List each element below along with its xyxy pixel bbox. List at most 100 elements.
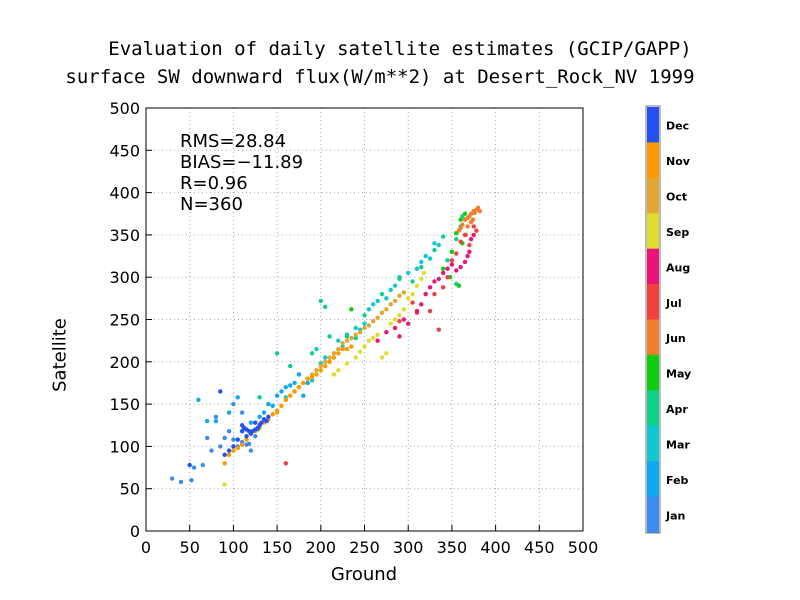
data-point-jan: [213, 414, 219, 419]
data-point-feb: [257, 414, 262, 419]
data-point-feb: [288, 383, 293, 388]
colorbar-swatch-nov: [647, 142, 659, 179]
colorbar-label-jul: Jul: [665, 297, 682, 310]
data-point-nov: [270, 412, 275, 417]
y-tick-label: 400: [109, 184, 140, 203]
data-point-jul: [467, 242, 472, 248]
data-point-apr: [454, 236, 459, 242]
data-point-jan: [239, 410, 245, 415]
data-point-apr: [327, 334, 332, 339]
data-point-nov: [235, 445, 240, 451]
data-point-mar: [353, 325, 358, 331]
x-tick-label: 500: [568, 538, 599, 557]
data-point-jul: [458, 239, 463, 244]
colorbar-label-may: May: [666, 368, 691, 381]
data-point-jun: [475, 205, 481, 211]
data-point-apr: [379, 291, 385, 297]
data-point-apr: [419, 264, 424, 270]
data-point-feb: [226, 410, 232, 415]
colorbar-label-oct: Oct: [666, 191, 687, 204]
data-point-nov: [301, 380, 306, 386]
data-point-may: [449, 249, 455, 255]
data-point-dec: [218, 389, 223, 394]
data-point-feb: [292, 380, 297, 386]
data-point-nov: [283, 397, 289, 403]
data-point-nov: [296, 384, 302, 390]
data-point-jan: [253, 434, 258, 439]
stat-bias: BIAS=−11.89: [180, 152, 304, 173]
data-point-jan: [170, 476, 175, 481]
data-point-oct: [371, 318, 376, 324]
data-point-sep: [379, 355, 385, 360]
data-point-aug: [401, 317, 407, 322]
data-point-sep: [362, 344, 367, 349]
stat-r: R=0.96: [180, 173, 248, 194]
data-point-oct: [357, 329, 363, 335]
data-point-sep: [222, 482, 227, 487]
data-point-nov: [244, 437, 249, 442]
data-point-may: [440, 266, 446, 271]
data-point-jul: [432, 291, 437, 297]
data-point-sep: [414, 283, 420, 288]
data-point-jan: [231, 437, 236, 442]
x-tick-label: 50: [180, 538, 200, 557]
data-point-feb: [261, 410, 267, 415]
data-point-nov: [239, 442, 245, 447]
data-point-feb: [301, 393, 306, 398]
data-point-apr: [309, 351, 315, 356]
data-point-sep: [357, 349, 363, 354]
data-point-nov: [327, 359, 332, 364]
data-point-aug: [468, 236, 474, 242]
data-point-oct: [331, 351, 337, 356]
data-point-nov: [274, 408, 280, 414]
data-point-jul: [471, 224, 476, 229]
stats-panel: RMS=28.84 BIAS=−11.89 R=0.96 N=360: [180, 131, 303, 215]
data-point-apr: [432, 247, 437, 253]
data-point-sep: [392, 317, 398, 322]
colorbar-swatch-jun: [647, 319, 659, 356]
data-point-dec: [264, 418, 269, 424]
colorbar-swatch-aug: [647, 248, 659, 285]
data-point-jan: [248, 448, 254, 453]
data-point-sep: [336, 368, 341, 373]
data-point-oct: [366, 323, 372, 328]
y-tick-label: 500: [109, 99, 140, 118]
data-point-oct: [388, 302, 393, 307]
data-point-jul: [445, 275, 450, 280]
data-point-mar: [375, 298, 380, 304]
data-point-dec: [222, 452, 227, 458]
data-point-dec: [253, 420, 258, 425]
data-point-nov: [231, 448, 236, 453]
data-point-jun: [456, 228, 462, 233]
data-point-jul: [474, 228, 479, 233]
data-point-sep: [384, 351, 389, 356]
data-point-jul: [436, 327, 441, 332]
data-point-sep: [331, 372, 337, 377]
data-point-jul: [454, 251, 459, 256]
data-point-mar: [314, 346, 319, 352]
y-tick-label: 450: [109, 141, 140, 160]
data-point-jun: [477, 209, 483, 214]
data-point-mar: [336, 338, 341, 343]
colorbar-label-jan: Jan: [665, 509, 685, 522]
data-point-sep: [353, 355, 358, 360]
data-point-nov: [340, 346, 345, 352]
y-tick-label: 350: [109, 226, 140, 245]
data-point-aug: [436, 276, 441, 282]
data-point-dec: [187, 462, 192, 468]
data-point-nov: [305, 376, 310, 381]
data-point-oct: [353, 332, 358, 337]
x-tick-label: 350: [437, 538, 468, 557]
data-point-aug: [406, 321, 411, 326]
data-point-aug: [458, 264, 463, 270]
stat-n: N=360: [180, 194, 243, 215]
data-point-nov: [288, 393, 293, 398]
data-point-aug: [471, 232, 476, 238]
data-point-apr: [397, 276, 402, 282]
data-point-aug: [392, 325, 398, 331]
data-point-jan: [218, 444, 223, 449]
data-point-feb: [266, 401, 271, 407]
y-axis-label: Satellite: [49, 318, 71, 392]
data-point-mar: [384, 296, 389, 301]
